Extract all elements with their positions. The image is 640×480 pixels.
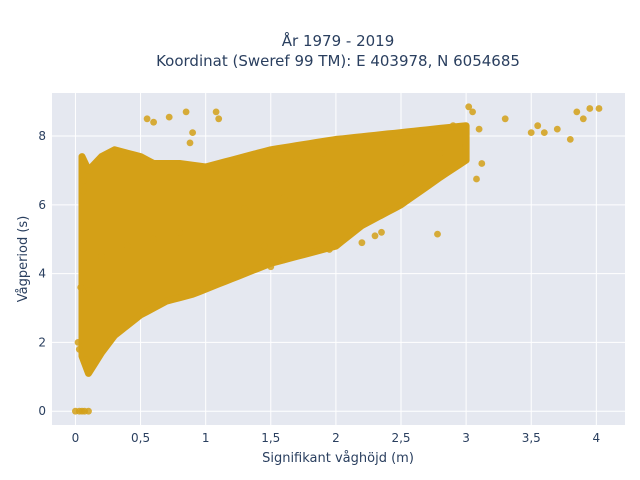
data-point bbox=[85, 287, 92, 295]
data-point bbox=[82, 356, 90, 363]
data-point bbox=[150, 235, 158, 243]
data-point bbox=[475, 125, 483, 133]
y-tick-label: 2 bbox=[38, 335, 46, 349]
x-tick-label: 4 bbox=[593, 431, 601, 445]
data-point bbox=[358, 239, 366, 247]
data-point bbox=[397, 160, 405, 167]
data-point bbox=[98, 253, 105, 260]
data-point bbox=[176, 228, 184, 236]
data-point bbox=[579, 115, 587, 123]
data-point bbox=[527, 129, 535, 137]
data-point-cloud bbox=[78, 122, 470, 377]
data-point bbox=[258, 249, 266, 257]
x-tick-label: 0 bbox=[72, 431, 80, 445]
x-tick-label: 0,5 bbox=[131, 431, 150, 445]
data-point bbox=[74, 339, 82, 346]
data-point bbox=[215, 115, 223, 123]
data-point bbox=[273, 253, 281, 260]
data-point bbox=[332, 180, 340, 188]
data-point bbox=[449, 122, 457, 130]
data-point bbox=[326, 246, 333, 253]
data-point bbox=[165, 113, 173, 121]
data-point bbox=[384, 139, 392, 147]
data-point bbox=[586, 105, 594, 112]
data-point bbox=[501, 115, 509, 123]
data-point bbox=[212, 108, 220, 116]
data-point bbox=[371, 232, 379, 240]
y-tick-label: 0 bbox=[38, 404, 46, 418]
x-tick-label: 3 bbox=[462, 431, 470, 445]
data-point bbox=[378, 228, 385, 236]
x-tick-label: 3,5 bbox=[522, 431, 541, 445]
data-point bbox=[143, 115, 151, 123]
data-point bbox=[280, 256, 288, 264]
data-point bbox=[293, 156, 301, 164]
data-point bbox=[75, 345, 83, 353]
y-tick-label: 8 bbox=[38, 129, 46, 143]
data-point bbox=[77, 284, 85, 291]
y-tick-label: 4 bbox=[38, 267, 46, 281]
data-point bbox=[280, 194, 288, 202]
data-point bbox=[79, 187, 87, 195]
data-point bbox=[150, 118, 158, 126]
chart-title: År 1979 - 2019 bbox=[282, 31, 395, 50]
data-point bbox=[534, 122, 542, 130]
x-axis-ticks: 0 0,5 1 1,5 2 2,5 3 3,5 4 bbox=[72, 431, 601, 445]
y-axis-ticks: 0 2 4 6 8 bbox=[38, 129, 46, 418]
data-point bbox=[469, 108, 476, 116]
data-point bbox=[553, 125, 561, 133]
data-point bbox=[241, 204, 249, 212]
data-point bbox=[85, 407, 92, 415]
data-point bbox=[87, 363, 95, 370]
data-point bbox=[434, 230, 441, 238]
data-point bbox=[202, 218, 210, 226]
data-point bbox=[267, 263, 275, 271]
x-tick-label: 2 bbox=[332, 431, 340, 445]
data-point bbox=[189, 129, 197, 137]
x-tick-label: 1 bbox=[202, 431, 210, 445]
data-point bbox=[182, 108, 190, 116]
x-axis-title: Signifikant våghöjd (m) bbox=[262, 451, 414, 466]
data-point bbox=[573, 108, 581, 116]
data-point bbox=[79, 177, 87, 185]
data-point bbox=[540, 129, 548, 137]
y-axis-title: Vågperiod (s) bbox=[16, 216, 31, 303]
data-point bbox=[462, 142, 470, 150]
data-points bbox=[72, 103, 603, 415]
chart-subtitle: Koordinat (Sweref 99 TM): E 403978, N 60… bbox=[156, 52, 520, 70]
data-point bbox=[124, 242, 131, 250]
data-point bbox=[319, 149, 327, 157]
data-point bbox=[436, 149, 444, 157]
data-point bbox=[595, 105, 603, 112]
x-tick-label: 1,5 bbox=[261, 431, 280, 445]
data-point bbox=[566, 136, 574, 143]
data-point bbox=[465, 103, 473, 111]
data-point bbox=[345, 142, 353, 150]
data-point bbox=[473, 175, 480, 183]
data-point bbox=[186, 139, 194, 147]
data-point bbox=[260, 242, 268, 250]
y-tick-label: 6 bbox=[38, 198, 46, 212]
data-point bbox=[78, 167, 86, 174]
x-tick-label: 2,5 bbox=[391, 431, 410, 445]
data-point bbox=[478, 160, 486, 167]
